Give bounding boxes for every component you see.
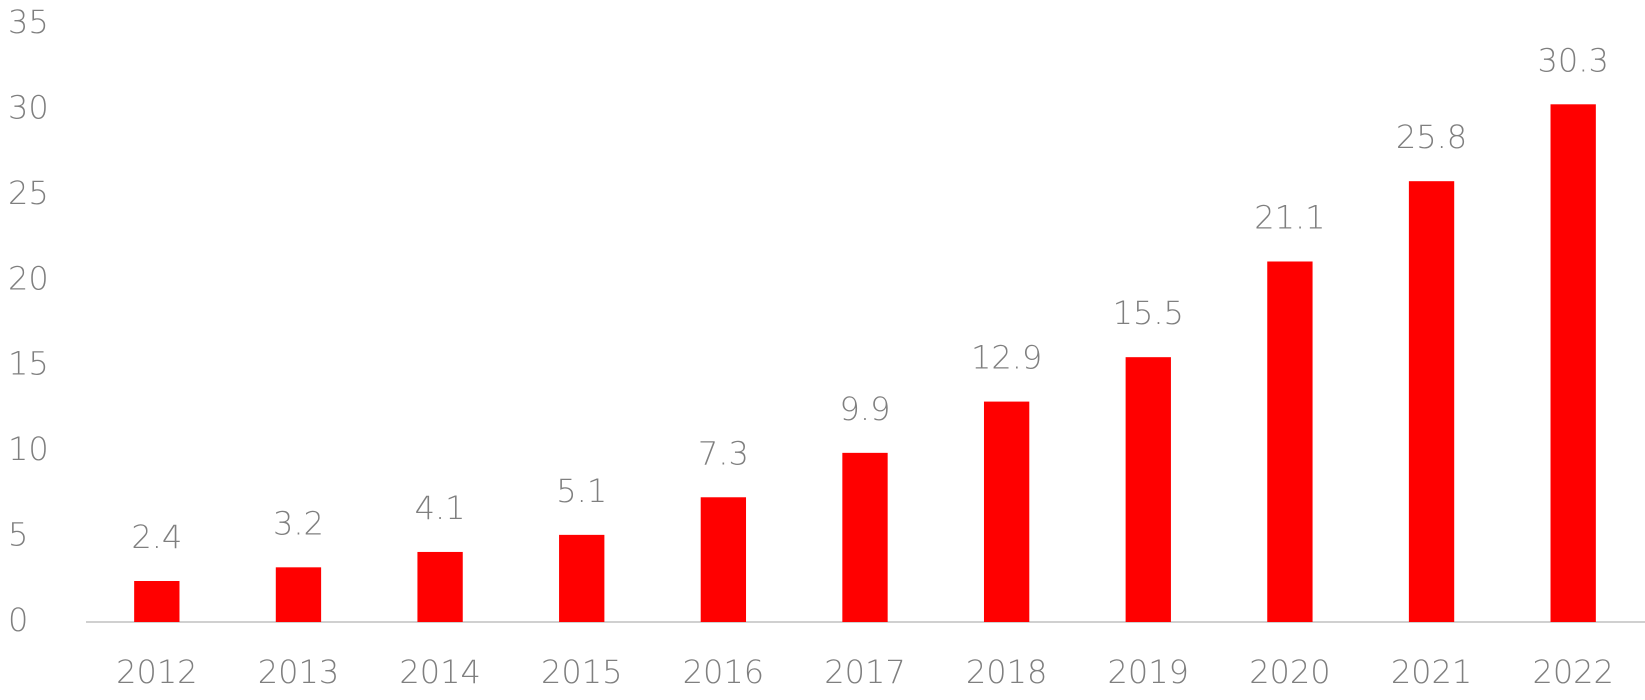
bar (134, 580, 180, 622)
x-tick-label: 2021 (1391, 653, 1472, 691)
x-tick-label: 2014 (399, 653, 480, 691)
data-label: 5.1 (556, 472, 607, 510)
bar (1267, 261, 1313, 622)
data-label: 21.1 (1254, 198, 1325, 236)
data-label: 9.9 (840, 390, 891, 428)
bar (1550, 104, 1596, 622)
bar (1125, 357, 1171, 622)
x-tick-label: 2022 (1532, 653, 1613, 691)
y-tick-label: 20 (8, 259, 49, 297)
y-tick-label: 30 (8, 88, 49, 126)
x-tick-label: 2012 (116, 653, 197, 691)
data-label: 4.1 (415, 489, 466, 527)
y-tick-label: 35 (8, 3, 49, 41)
y-tick-label: 5 (8, 516, 28, 554)
data-label: 7.3 (698, 434, 749, 472)
bar (275, 567, 322, 622)
bar (842, 452, 888, 622)
y-tick-label: 10 (8, 430, 49, 468)
bar (559, 534, 605, 622)
y-tick-label: 0 (8, 601, 28, 639)
data-label: 3.2 (273, 504, 324, 542)
x-tick-label: 2017 (824, 653, 905, 691)
bar (700, 497, 747, 622)
x-tick-label: 2020 (1249, 653, 1330, 691)
data-label: 15.5 (1113, 294, 1184, 332)
bar (1408, 181, 1455, 622)
bar (983, 401, 1030, 622)
y-tick-label: 25 (8, 174, 49, 212)
data-label: 25.8 (1396, 118, 1467, 156)
x-tick-label: 2018 (966, 653, 1047, 691)
data-label: 30.3 (1538, 41, 1609, 79)
x-tick-label: 2015 (541, 653, 622, 691)
bar (417, 551, 463, 622)
x-tick-label: 2019 (1108, 653, 1189, 691)
x-tick-label: 2016 (683, 653, 764, 691)
data-label: 2.4 (131, 518, 182, 556)
x-tick-label: 2013 (258, 653, 339, 691)
y-tick-label: 15 (8, 345, 49, 383)
data-label: 12.9 (971, 339, 1042, 377)
